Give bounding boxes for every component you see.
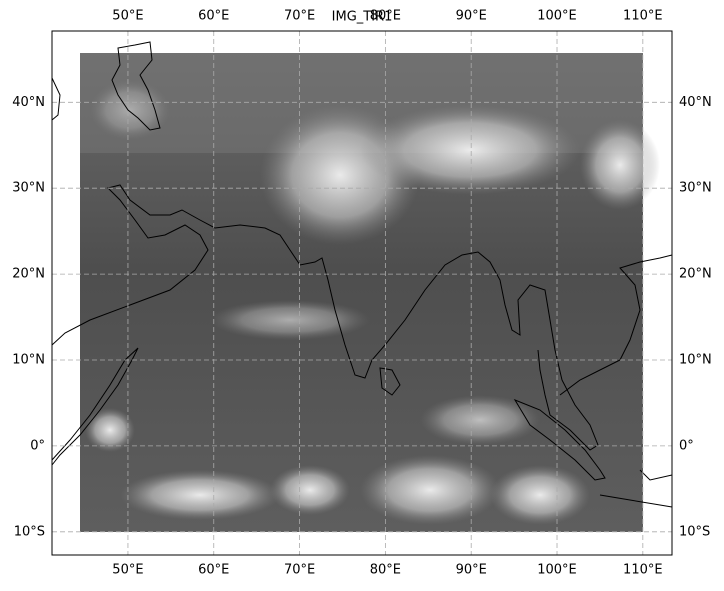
y-tick-label: 40°N [12,95,45,110]
x-tick-label: 70°E [284,9,315,24]
x-tick-label: 60°E [198,9,229,24]
y-tick-label: 0° [679,438,694,453]
coastlines [51,41,673,508]
map-frame [51,30,673,556]
x-tick-label: 90°E [456,9,487,24]
satellite-image [80,53,660,532]
y-tick-label: 40°N [679,95,712,110]
x-tick-label: 90°E [456,563,487,578]
x-tick-label: 110°E [623,563,663,578]
x-tick-label: 60°E [198,563,229,578]
y-tick-label: 0° [30,438,45,453]
y-tick-label: 10°S [14,524,45,539]
y-tick-label: 30°N [12,181,45,196]
map-title: IMG_TIR1 [332,10,393,25]
y-tick-label: 30°N [679,181,712,196]
x-tick-label: 100°E [537,563,577,578]
y-tick-label: 10°S [679,524,710,539]
y-tick-label: 20°N [12,267,45,282]
y-tick-label: 20°N [679,267,712,282]
y-tick-label: 10°N [679,353,712,368]
graticule [52,31,672,555]
x-tick-label: 70°E [284,563,315,578]
x-tick-label: 100°E [537,9,577,24]
x-tick-label: 80°E [370,9,401,24]
x-tick-label: 50°E [112,9,143,24]
x-tick-label: 110°E [623,9,663,24]
x-tick-label: 50°E [112,563,143,578]
x-tick-label: 80°E [370,563,401,578]
y-tick-label: 10°N [12,353,45,368]
